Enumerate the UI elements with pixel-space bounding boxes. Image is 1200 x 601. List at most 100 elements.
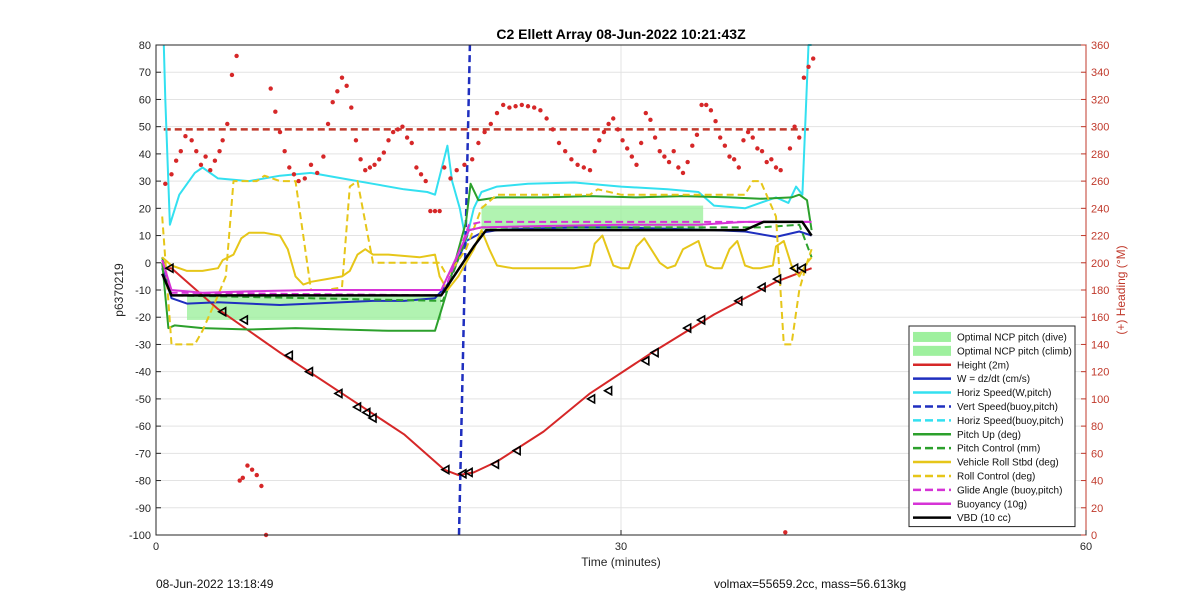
y-tick-label: -70 bbox=[135, 448, 151, 460]
heading-point bbox=[349, 105, 354, 110]
heading-point bbox=[400, 124, 405, 129]
heading-point bbox=[476, 140, 481, 146]
heading-point bbox=[428, 208, 433, 214]
heading-point bbox=[344, 83, 349, 89]
heading-point bbox=[282, 148, 287, 154]
heading-point bbox=[194, 148, 199, 154]
heading-point bbox=[163, 181, 168, 187]
legend-entry: Optimal NCP pitch (dive) bbox=[957, 332, 1067, 343]
heading-point bbox=[308, 162, 314, 167]
y-right-tick-label: 220 bbox=[1091, 231, 1109, 243]
heading-point bbox=[229, 72, 235, 78]
chart-title: C2 Ellett Array 08-Jun-2022 10:21:43Z bbox=[496, 26, 746, 42]
legend-entry: Buoyancy (10g) bbox=[957, 499, 1027, 510]
heading-point bbox=[615, 127, 621, 132]
heading-point bbox=[764, 159, 769, 165]
heading-point bbox=[381, 150, 387, 155]
heading-point bbox=[718, 135, 723, 140]
height-marker bbox=[796, 262, 807, 274]
heading-point bbox=[620, 138, 625, 143]
heading-point bbox=[722, 143, 728, 148]
legend-entry: Vehicle Roll Stbd (deg) bbox=[957, 458, 1059, 469]
heading-point bbox=[507, 105, 512, 110]
legend-entry: Optimal NCP pitch (climb) bbox=[957, 346, 1072, 357]
y-right-tick-label: 40 bbox=[1091, 476, 1103, 488]
legend-entry: Horiz Speed(buoy,pitch) bbox=[957, 416, 1064, 427]
heading-point bbox=[273, 109, 278, 114]
heading-point bbox=[183, 133, 188, 139]
y-tick-label: 40 bbox=[139, 149, 151, 161]
footer-volmax-mass: volmax=55659.2cc, mass=56.613kg bbox=[714, 577, 907, 591]
heading-point bbox=[556, 140, 562, 146]
y-tick-label: 10 bbox=[139, 231, 151, 243]
height-marker bbox=[217, 306, 227, 318]
y-tick-label: 50 bbox=[139, 122, 151, 134]
height-marker bbox=[585, 393, 596, 405]
y-right-tick-label: 300 bbox=[1091, 122, 1109, 134]
y-right-tick-label: 140 bbox=[1091, 339, 1109, 351]
heading-point bbox=[783, 530, 788, 535]
legend-box bbox=[908, 325, 1076, 528]
heading-point bbox=[212, 158, 218, 163]
x-axis-ticks: 0 30 60 bbox=[153, 530, 1092, 553]
heading-point bbox=[237, 478, 242, 483]
heading-point bbox=[643, 110, 648, 116]
heading-point bbox=[315, 170, 320, 176]
series-line bbox=[161, 223, 813, 302]
heading-point bbox=[321, 154, 326, 159]
heading-point bbox=[797, 135, 802, 140]
heading-point bbox=[335, 89, 340, 94]
heading-point bbox=[225, 121, 230, 127]
y-tick-label: -60 bbox=[135, 421, 151, 433]
legend-entry: Pitch Up (deg) bbox=[957, 430, 1021, 441]
heading-point bbox=[325, 121, 331, 127]
heading-point bbox=[437, 208, 442, 214]
height-marker bbox=[361, 407, 371, 418]
heading-point bbox=[198, 162, 204, 167]
heading-point bbox=[291, 172, 297, 177]
legend-entry: Glide Angle (buoy,pitch) bbox=[957, 485, 1062, 496]
y-tick-label: -80 bbox=[135, 476, 151, 488]
heading-point bbox=[680, 170, 686, 176]
heading-point bbox=[792, 124, 797, 129]
series-line bbox=[161, 229, 813, 291]
heading-point bbox=[442, 165, 447, 170]
heading-point bbox=[386, 138, 391, 143]
heading-point bbox=[629, 154, 635, 159]
height-marker bbox=[440, 464, 450, 476]
x-tick-label: 60 bbox=[1080, 541, 1092, 553]
height-marker bbox=[602, 385, 613, 397]
y-right-tick-label: 80 bbox=[1091, 421, 1103, 433]
heading-point bbox=[423, 178, 428, 184]
heading-point bbox=[727, 154, 732, 159]
legend: Optimal NCP pitch (dive) Optimal NCP pitc… bbox=[908, 325, 1076, 528]
right-axis-ticks: 0 20 40 60 80 100 120 140 160 180 200 220 240 260 280 3… bbox=[1081, 40, 1109, 542]
series-line bbox=[161, 220, 813, 297]
heading-point bbox=[462, 162, 467, 167]
heading-point bbox=[606, 121, 611, 127]
y-right-tick-label: 160 bbox=[1091, 312, 1109, 324]
y-tick-label: -90 bbox=[135, 503, 151, 515]
heading-point bbox=[597, 138, 602, 143]
heading-point bbox=[581, 165, 586, 170]
legend-entry: Height (2m) bbox=[957, 360, 1009, 371]
heading-point bbox=[501, 102, 506, 108]
y-right-tick-label: 320 bbox=[1091, 94, 1109, 106]
heading-point bbox=[759, 148, 765, 154]
heading-point bbox=[745, 129, 751, 135]
y-tick-label: -40 bbox=[135, 367, 151, 379]
heading-point bbox=[390, 129, 396, 135]
heading-point bbox=[208, 168, 213, 173]
legend-entry: Vert Speed(buoy,pitch) bbox=[957, 402, 1058, 413]
height-marker bbox=[463, 467, 473, 478]
heading-point bbox=[544, 116, 549, 121]
y-right-tick-label: 20 bbox=[1091, 503, 1103, 515]
heading-point bbox=[203, 154, 208, 159]
x-axis-label: Time (minutes) bbox=[581, 555, 661, 569]
height-marker bbox=[733, 295, 743, 307]
heading-point bbox=[488, 121, 493, 127]
heading-point bbox=[601, 129, 607, 135]
heading-point bbox=[296, 178, 301, 184]
heading-point bbox=[713, 119, 718, 124]
